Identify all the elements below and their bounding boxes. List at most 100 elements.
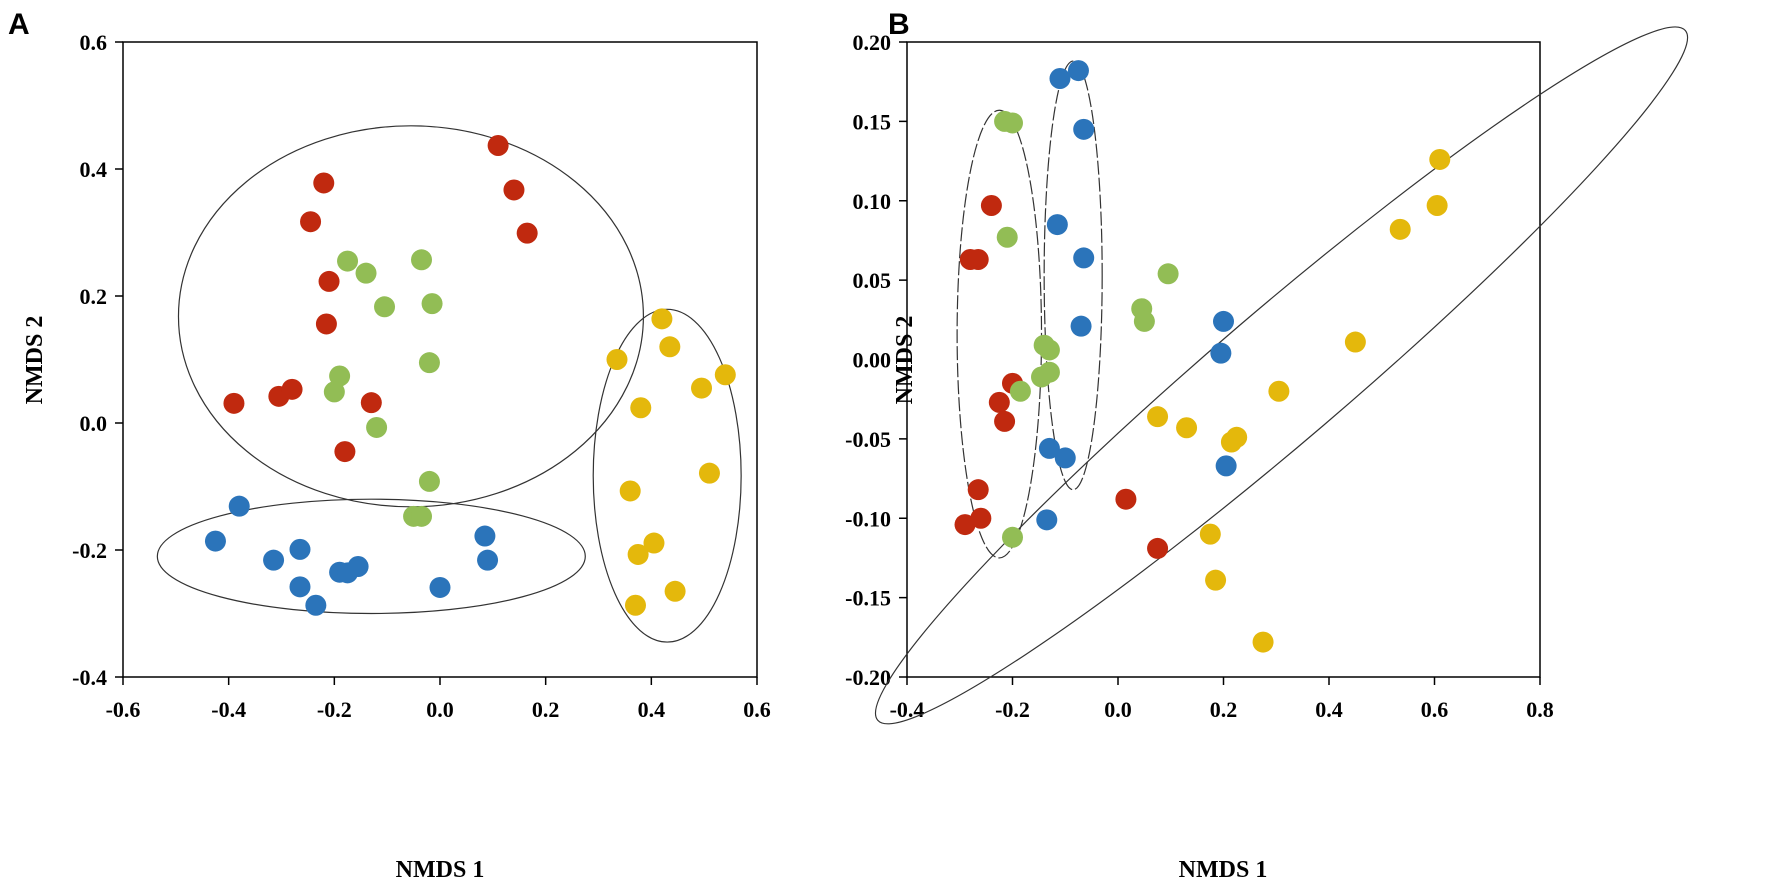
panel-a-point-red <box>487 135 509 157</box>
panel-b-point-yellow <box>1426 195 1448 217</box>
panel-a-x-tick-label: 0.2 <box>532 697 560 722</box>
panel-a-point-blue <box>204 530 226 552</box>
panel-b-ellipse-1 <box>956 109 1043 559</box>
panel-a-point-blue <box>474 525 496 547</box>
panel-a-point-blue <box>289 538 311 560</box>
panel-b-x-tick-label: -0.4 <box>890 697 925 722</box>
panel-a-point-blue <box>263 549 285 571</box>
panel-b-point-green <box>1157 263 1179 285</box>
panel-b-point-blue <box>1073 118 1095 140</box>
panel-b-point-green <box>996 226 1018 248</box>
panel-letter-b: B <box>888 8 910 41</box>
panel-b-point-yellow <box>1176 417 1198 439</box>
panel-a-point-red <box>318 270 340 292</box>
panel-b-point-yellow <box>1429 148 1451 170</box>
panel-b-point-blue <box>1213 310 1234 332</box>
panel-b-y-tick-label: -0.05 <box>845 427 891 452</box>
panel-a-point-green <box>329 365 351 387</box>
panel-a-x-tick-label: -0.2 <box>317 697 352 722</box>
panel-b-point-green <box>1133 310 1155 332</box>
panel-a-point-yellow <box>651 308 673 330</box>
panel-b-point-red <box>1115 488 1137 510</box>
panel-b-point-red <box>988 391 1010 413</box>
panel-a-point-red <box>315 313 337 335</box>
panel-a-point-red <box>281 378 303 400</box>
panel-a-y-tick-label: 0.4 <box>80 157 108 182</box>
panel-b-point-red <box>1147 537 1169 559</box>
panel-a-point-yellow <box>691 377 713 399</box>
panel-b-y-tick-label: -0.10 <box>845 506 891 531</box>
panel-b-point-red <box>967 479 989 501</box>
panel-a-point-yellow <box>698 462 720 484</box>
panel-b-x-tick-label: 0.8 <box>1526 697 1554 722</box>
panel-b-point-red <box>980 195 1002 217</box>
panel-b-point-blue <box>1070 315 1092 337</box>
panel-a-y-tick-label: 0.0 <box>80 411 108 436</box>
panel-b-point-blue <box>1067 60 1089 82</box>
panel-a-y-tick-label: -0.4 <box>72 665 107 690</box>
panel-b-y-tick-label: 0.05 <box>853 268 892 293</box>
panel-b-point-green <box>1002 526 1023 548</box>
panel-a-point-green <box>421 293 443 315</box>
panel-a-y-tick-label: -0.2 <box>72 538 107 563</box>
panel-a-point-green <box>411 249 433 271</box>
panel-a-y-tick-label: 0.6 <box>80 30 108 55</box>
panel-a-point-yellow <box>627 543 649 565</box>
panel-a-point-yellow <box>619 480 641 502</box>
panel-b-point-blue <box>1046 214 1068 236</box>
panel-a-point-blue <box>228 495 250 517</box>
panel-b-point-green <box>1009 380 1031 402</box>
panel-b-x-tick-label: 0.2 <box>1210 697 1238 722</box>
panel-a-x-tick-label: -0.4 <box>211 697 246 722</box>
panel-a-x-tick-label: 0.6 <box>743 697 771 722</box>
panel-b-point-blue <box>1210 342 1232 364</box>
panel-a-point-red <box>223 392 245 414</box>
panel-b-point-blue <box>1073 247 1095 269</box>
panel-a-point-blue <box>477 549 499 571</box>
panel-a-ellipse-1 <box>177 125 645 508</box>
panel-b-point-yellow <box>1389 218 1411 240</box>
panel-a-point-red <box>334 441 356 463</box>
panel-a-point-red <box>360 392 382 414</box>
panel-a-x-axis-title: NMDS 1 <box>396 857 485 883</box>
panel-b-point-blue <box>1038 437 1060 459</box>
panel-b-point-yellow <box>1344 331 1366 353</box>
panel-a-point-yellow <box>630 397 652 419</box>
panel-b-point-yellow <box>1205 569 1227 591</box>
panel-a-point-green <box>337 250 359 272</box>
panel-a-ellipse-3 <box>592 308 742 643</box>
panel-a-ellipse-2 <box>156 498 586 615</box>
panel-b-point-yellow <box>1268 380 1290 402</box>
panel-b-point-blue <box>1049 68 1071 90</box>
panel-a: A -0.6 -0.4 -0.2 0.0 0.2 0.4 0.6 -0.4 -0.2 0.0 0.2… <box>8 8 771 883</box>
panel-b-y-tick-label: 0.20 <box>853 30 892 55</box>
panel-a-point-blue <box>347 556 369 578</box>
panel-a-point-yellow <box>643 532 665 554</box>
panel-b-ellipse-3 <box>874 26 1689 725</box>
panel-b-x-tick-label: 0.0 <box>1104 697 1132 722</box>
panel-letter-a: A <box>8 8 30 41</box>
panel-b-point-red <box>967 248 989 270</box>
panel-a-x-tick-label: 0.4 <box>638 697 666 722</box>
panel-a-point-red <box>516 222 538 244</box>
panel-b-y-axis-title: NMDS 2 <box>892 316 918 405</box>
panel-a-point-green <box>366 416 388 438</box>
panel-b-y-tick-label: -0.15 <box>845 586 891 611</box>
panel-a-point-green <box>374 296 396 318</box>
panel-a-point-red <box>503 179 525 201</box>
panel-b-y-tick-label: 0.00 <box>853 348 892 373</box>
panel-a-x-tick-label: 0.0 <box>426 697 454 722</box>
panel-a-point-green <box>411 505 433 527</box>
panel-b-point-yellow <box>1147 406 1169 428</box>
panel-b: B -0.4 -0.2 0.0 0.2 0.4 0.6 0.8 -0.20 -0.15 -0.10… <box>845 8 1689 883</box>
panel-b-point-green <box>1038 339 1060 361</box>
panel-a-point-yellow <box>664 580 686 602</box>
panel-b-point-red <box>954 514 976 536</box>
panel-a-point-blue <box>429 576 451 598</box>
panel-b-point-blue <box>1054 447 1076 469</box>
panel-b-x-tick-label: -0.2 <box>995 697 1030 722</box>
panel-b-point-blue <box>1036 509 1058 531</box>
panel-b-point-blue <box>1215 455 1237 477</box>
panel-a-y-tick-label: 0.2 <box>80 284 108 309</box>
